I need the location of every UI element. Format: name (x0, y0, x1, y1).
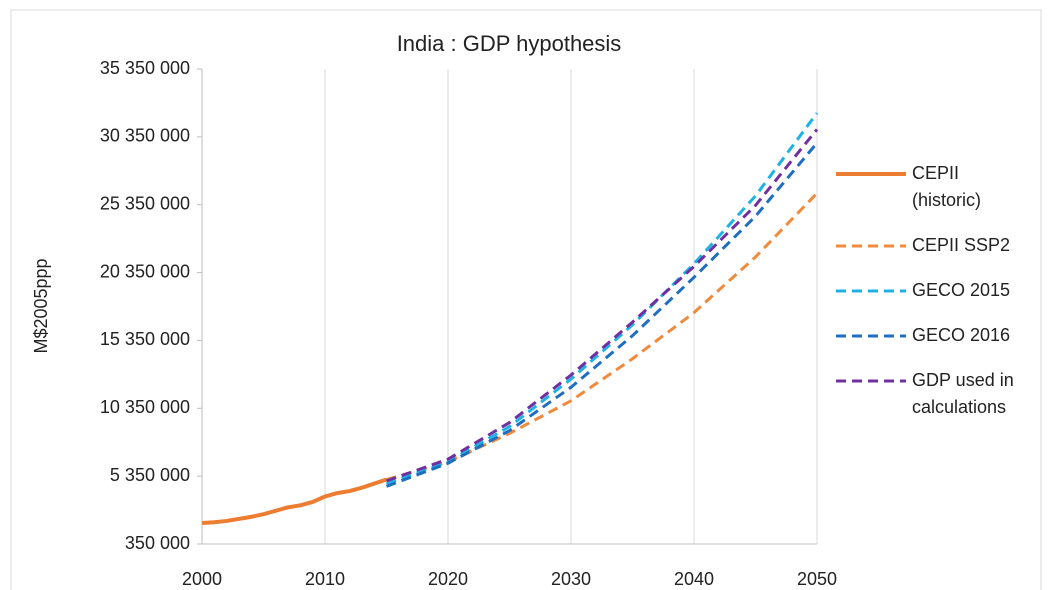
legend-entry: GDP used in calculations (836, 367, 1046, 421)
x-tick-label: 2000 (182, 569, 222, 589)
y-tick-label: 10 350 000 (100, 397, 190, 417)
legend-swatch (836, 172, 906, 176)
legend-entry: CEPII (historic) (836, 160, 1046, 214)
chart-title: India : GDP hypothesis (397, 31, 622, 56)
legend: CEPII (historic) CEPII SSP2 GECO 2015 GECO … (836, 160, 1046, 439)
series-line (386, 128, 819, 483)
y-tick-label: 5 350 000 (110, 465, 190, 485)
legend-entry: CEPII SSP2 (836, 232, 1046, 259)
legend-swatch (836, 334, 906, 338)
y-tick-label: 35 350 000 (100, 58, 190, 78)
legend-swatch (836, 244, 906, 248)
series-line (385, 141, 819, 488)
series-line (201, 477, 388, 525)
legend-swatch (836, 379, 906, 383)
x-tick-label: 2030 (551, 569, 591, 589)
chart-border (10, 9, 1042, 590)
x-tick-label: 2050 (797, 569, 837, 589)
legend-label: GECO 2015 (912, 280, 1011, 300)
legend-label: CEPII SSP2 (912, 235, 1011, 255)
y-tick-label: 15 350 000 (100, 329, 190, 349)
legend-entry: GECO 2016 (836, 322, 1046, 349)
legend-swatch (836, 289, 906, 293)
y-tick-label: 30 350 000 (100, 126, 190, 146)
x-tick-label: 2040 (674, 569, 714, 589)
x-tick-label: 2020 (428, 569, 468, 589)
legend-label: CEPII (historic) (912, 163, 982, 210)
y-axis-title: M$2005ppp (31, 258, 51, 353)
x-tick-label: 2010 (305, 569, 345, 589)
legend-label: GDP used in calculations (912, 370, 1014, 417)
series-line (386, 192, 819, 481)
legend-label: GECO 2016 (912, 325, 1011, 345)
y-tick-label: 350 000 (125, 533, 190, 553)
series-line (386, 112, 819, 486)
y-tick-label: 25 350 000 (100, 193, 190, 213)
legend-entry: GECO 2015 (836, 277, 1046, 304)
y-tick-label: 20 350 000 (100, 261, 190, 281)
